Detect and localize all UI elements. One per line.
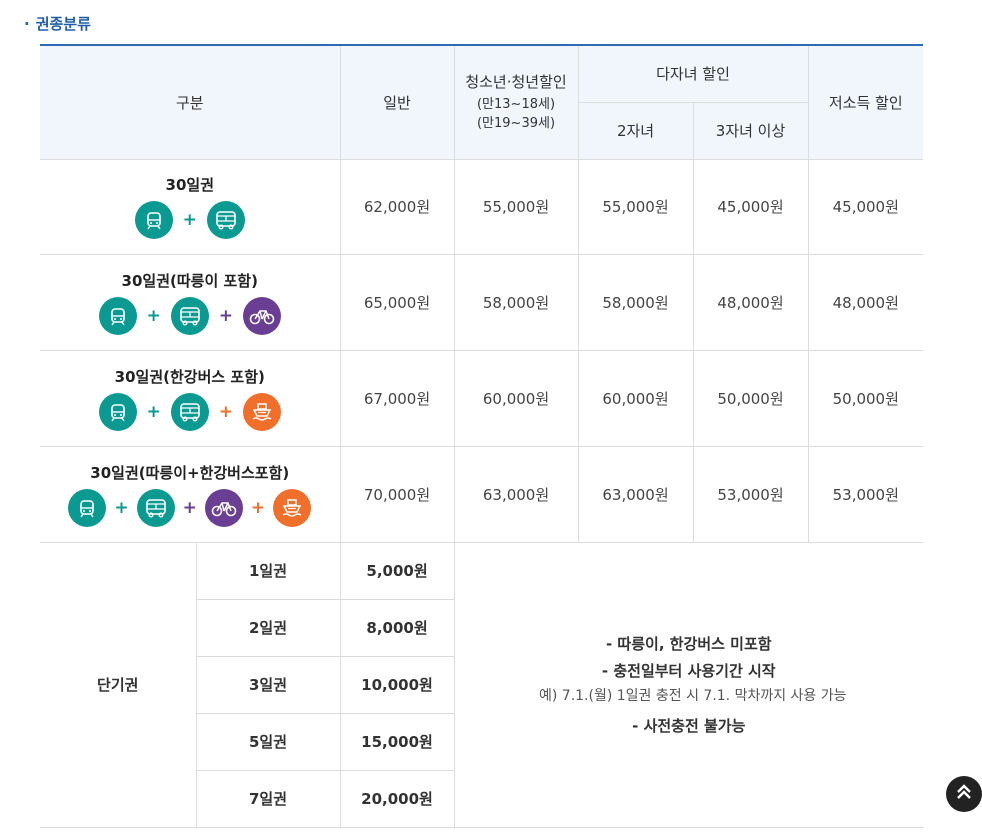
price-three-children: 50,000원 [692,349,809,447]
header-two-children: 2자녀 [578,101,694,160]
plus-sign: + [218,401,233,422]
price-two-children: 55,000원 [577,158,694,255]
bus-icon [170,296,209,335]
section-bullet: · [24,15,30,33]
table-row: 5일권 15,000원 [40,712,923,771]
table-row: 30일권(따릉이 포함) + + 65,000원 58,000원 58,000원… [40,253,924,351]
price-general: 67,000원 [339,349,455,447]
pass-cell: 30일권(따릉이 포함) + + [40,253,341,351]
bus-icon [206,201,245,239]
pass-name: 30일권(따릉이 포함) [121,271,258,290]
table-row: 2일권 8,000원 [40,598,923,657]
plus-sign: + [146,305,161,326]
header-youth-title: 청소년·청년할인 [465,72,567,91]
header-category: 구분 [40,44,341,160]
price-low-income: 45,000원 [807,158,924,255]
pass-name: 30일권(한강버스 포함) [114,367,265,386]
header-multi-child: 다자녀 할인 [577,44,809,103]
short-term-price: 5,000원 [339,541,455,600]
price-two-children: 60,000원 [577,349,694,447]
price-youth: 58,000원 [453,253,579,351]
plus-sign: + [250,497,266,518]
short-term-day: 2일권 [196,598,341,657]
subway-icon [98,392,137,431]
ferry-icon [243,392,281,431]
scroll-to-top-button[interactable] [946,776,982,812]
short-term-day: 3일권 [196,655,341,714]
bicycle-icon [243,296,281,335]
plus-sign: + [182,497,197,518]
price-three-children: 53,000원 [692,445,809,543]
header-youth-age-2: (만19~39세) [476,116,556,132]
ferry-icon [273,488,312,527]
pass-cell: 30일권 + [40,158,341,255]
short-term-day: 7일권 [196,769,341,828]
header-three-children: 3자녀 이상 [692,101,809,160]
bus-icon [170,392,209,431]
note-item: - 충전일부터 사용기간 시작 [601,662,776,680]
bicycle-icon [204,488,243,527]
bus-icon [136,488,175,527]
table-row: 3일권 10,000원 [40,655,923,714]
short-term-day: 5일권 [196,712,341,771]
header-youth-age: (만13~18세) (만19~39세) [455,95,578,134]
price-youth: 63,000원 [453,445,579,543]
table-row: 7일권 20,000원 [40,769,923,828]
short-term-notes: - 따릉이, 한강버스 미포함 - 충전일부터 사용기간 시작 예) 7.1.(… [453,541,924,828]
header-youth-age-1: (만13~18세) [476,96,556,112]
header-low-income: 저소득 할인 [807,44,924,160]
plus-sign: + [218,305,233,326]
price-two-children: 63,000원 [577,445,694,543]
short-term-price: 15,000원 [339,712,455,771]
price-general: 70,000원 [339,445,455,543]
table-row: 30일권 + 62,000원 55,000원 55,000원 45,000원 4… [40,158,924,255]
price-youth: 60,000원 [453,349,579,447]
plus-sign: + [182,210,197,230]
double-chevron-up-icon [954,782,974,806]
note-item: - 따릉이, 한강버스 미포함 [605,635,772,653]
price-low-income: 50,000원 [807,349,924,447]
subway-icon [68,488,107,527]
section-title-text: 권종분류 [35,15,91,33]
pass-cell: 30일권(한강버스 포함) + + [40,349,341,447]
fare-table: 구분 일반 청소년·청년할인 (만13~18세) (만19~39세) 다자녀 할… [40,44,924,828]
price-general: 65,000원 [339,253,455,351]
price-low-income: 53,000원 [807,445,924,543]
price-youth: 55,000원 [453,158,579,255]
short-term-price: 8,000원 [339,598,455,657]
price-low-income: 48,000원 [807,253,924,351]
header-general: 일반 [339,44,455,160]
price-three-children: 48,000원 [692,253,809,351]
section-title: · 권종분류 [24,13,91,34]
subway-icon [98,296,137,335]
plus-sign: + [146,401,161,422]
short-term-price: 10,000원 [339,655,455,714]
price-general: 62,000원 [339,158,455,255]
plus-sign: + [114,497,129,518]
short-term-label: 단기권 [40,541,197,828]
table-row: 30일권(한강버스 포함) + + 67,000원 60,000원 60,000… [40,349,924,447]
header-youth: 청소년·청년할인 (만13~18세) (만19~39세) [453,44,579,160]
pass-cell: 30일권(따릉이+한강버스포함) + + + [40,445,341,543]
short-term-day: 1일권 [195,541,341,600]
pass-name: 30일권 [165,176,214,194]
table-row: 30일권(따릉이+한강버스포함) + + + 70,000원 63,000원 6… [40,445,924,543]
table-row: 단기권 1일권 5,000원 - 따릉이, 한강버스 미포함 - 충전일부터 사… [40,541,924,828]
pass-name: 30일권(따릉이+한강버스포함) [90,463,290,482]
short-term-price: 20,000원 [339,769,455,828]
note-example: 예) 7.1.(월) 1일권 충전 시 7.1. 막차까지 사용 가능 [539,688,847,704]
price-three-children: 45,000원 [692,158,809,255]
subway-icon [134,201,173,239]
price-two-children: 58,000원 [577,253,694,351]
note-item: - 사전충전 불가능 [632,717,746,735]
